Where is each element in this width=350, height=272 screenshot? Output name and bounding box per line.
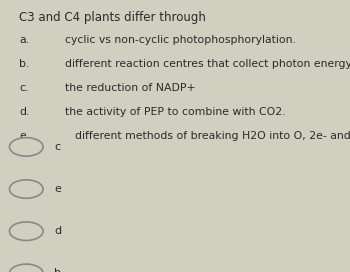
Text: different reaction centres that collect photon energy.: different reaction centres that collect … — [65, 59, 350, 69]
Text: b.: b. — [19, 59, 30, 69]
Text: the activity of PEP to combine with CO2.: the activity of PEP to combine with CO2. — [65, 107, 285, 117]
Ellipse shape — [9, 264, 43, 272]
Text: the reduction of NADP+: the reduction of NADP+ — [65, 83, 195, 93]
Text: e: e — [54, 184, 61, 194]
Text: e.: e. — [19, 131, 29, 141]
Text: d.: d. — [19, 107, 30, 117]
Text: different methods of breaking H2O into O, 2e- and 2H+: different methods of breaking H2O into O… — [75, 131, 350, 141]
Text: cyclic vs non-cyclic photophosphorylation.: cyclic vs non-cyclic photophosphorylatio… — [65, 35, 296, 45]
Text: a.: a. — [19, 35, 29, 45]
Ellipse shape — [9, 180, 43, 198]
Text: d: d — [54, 226, 61, 236]
Text: b: b — [54, 268, 61, 272]
Text: c: c — [54, 142, 60, 152]
Text: c.: c. — [19, 83, 29, 93]
Text: C3 and C4 plants differ through: C3 and C4 plants differ through — [19, 11, 206, 24]
Ellipse shape — [9, 222, 43, 240]
Ellipse shape — [9, 138, 43, 156]
